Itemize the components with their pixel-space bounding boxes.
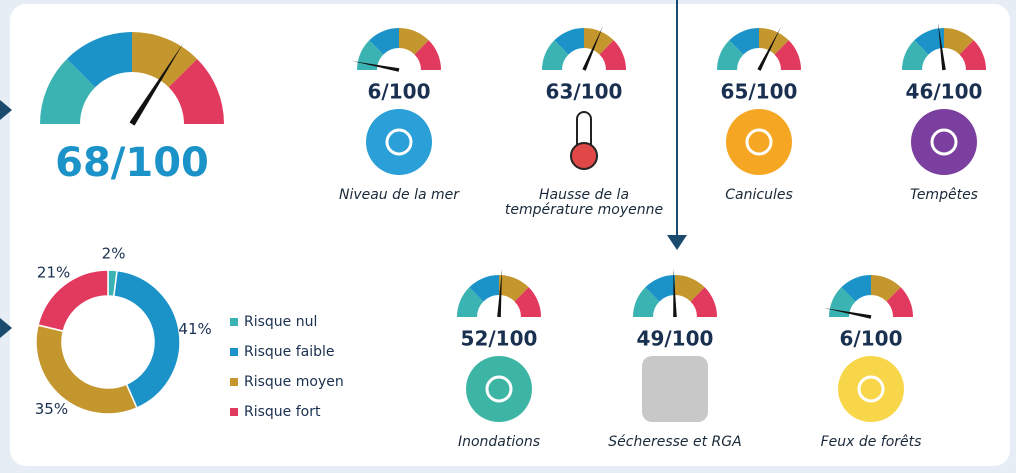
icon — [726, 109, 792, 175]
slice-label: 35% — [35, 400, 68, 418]
gauge-band — [690, 287, 717, 317]
gauge-needle — [129, 42, 184, 126]
gauge-band — [66, 32, 132, 88]
legend-swatch — [230, 408, 238, 416]
gauge-value: 68/100 — [55, 140, 209, 186]
gauge-band — [584, 28, 614, 55]
gauge-value: 6/100 — [840, 327, 903, 351]
gauge-band — [554, 27, 584, 55]
gauge-value: 46/100 — [906, 80, 983, 104]
icon — [466, 356, 532, 422]
gauge-band — [514, 287, 541, 317]
slice-label: 2% — [102, 245, 126, 263]
donut-slice — [37, 269, 109, 333]
slice-label: 41% — [178, 320, 211, 338]
gauge-needle — [673, 269, 677, 318]
gauge-band — [871, 275, 901, 302]
gauge-band — [369, 27, 399, 55]
gauge-needle — [497, 269, 503, 318]
gauge-needle — [351, 61, 400, 72]
icon — [366, 109, 432, 175]
gauge-band — [168, 58, 224, 125]
gauge-band — [841, 275, 871, 302]
icon-detail — [745, 128, 773, 156]
slice-label: 21% — [37, 263, 70, 281]
icon — [911, 109, 977, 175]
gauge-band — [675, 275, 705, 302]
gauge-band — [499, 275, 529, 302]
gauge-band — [959, 40, 986, 70]
gauge-band — [357, 40, 384, 70]
gauge-band — [399, 27, 429, 55]
gauge-band — [944, 28, 974, 55]
gauge-band — [914, 28, 944, 55]
gauge-band — [40, 58, 96, 125]
legend-label: Risque faible — [244, 344, 335, 360]
gauge-band — [469, 275, 499, 302]
legend-label: Risque fort — [244, 404, 321, 420]
caption: Inondations — [457, 434, 541, 450]
gauge-band — [645, 275, 675, 302]
arrow — [0, 318, 12, 338]
caption: Niveau de la mer — [338, 187, 460, 203]
gauge-value: 52/100 — [461, 327, 538, 351]
legend-label: Risque moyen — [244, 374, 344, 390]
gauge-band — [829, 287, 856, 317]
gauge-band — [729, 28, 759, 55]
icon-detail — [930, 128, 958, 156]
icon-detail — [385, 128, 413, 156]
legend-swatch — [230, 348, 238, 356]
gauge-band — [774, 40, 801, 70]
legend-swatch — [230, 318, 238, 326]
icon-detail — [485, 375, 513, 403]
gauge-needle — [757, 27, 781, 71]
donut-slice — [112, 269, 181, 409]
gauge-band — [599, 40, 626, 70]
gauge-value: 6/100 — [368, 80, 431, 104]
gauge-band — [902, 40, 929, 70]
gauge-band — [886, 287, 913, 317]
gauge-value: 65/100 — [721, 80, 798, 104]
gauge-band — [457, 287, 484, 317]
gauge-value: 63/100 — [546, 80, 623, 104]
gauge-band — [717, 40, 744, 70]
gauge-band — [414, 40, 441, 70]
gauge-band — [542, 40, 569, 70]
icon — [838, 356, 904, 422]
gauge-band — [633, 287, 660, 317]
gauge-needle — [582, 25, 604, 71]
gauge-needle — [823, 308, 872, 319]
icon-detail — [857, 375, 885, 403]
icon — [642, 356, 708, 422]
caption: Canicules — [725, 187, 793, 203]
caption: Sécheresse et RGA — [608, 434, 742, 450]
arrow — [0, 100, 12, 120]
caption: Tempêtes — [910, 187, 978, 203]
gauge-needle — [937, 22, 946, 71]
gauge-band — [132, 32, 198, 88]
icon — [570, 142, 598, 170]
arrow — [667, 235, 687, 250]
caption: Feux de forêts — [820, 434, 922, 450]
caption: Hausse de la température moyenne — [504, 187, 664, 218]
legend-swatch — [230, 378, 238, 386]
gauge-value: 49/100 — [637, 327, 714, 351]
legend-label: Risque nul — [244, 314, 317, 330]
